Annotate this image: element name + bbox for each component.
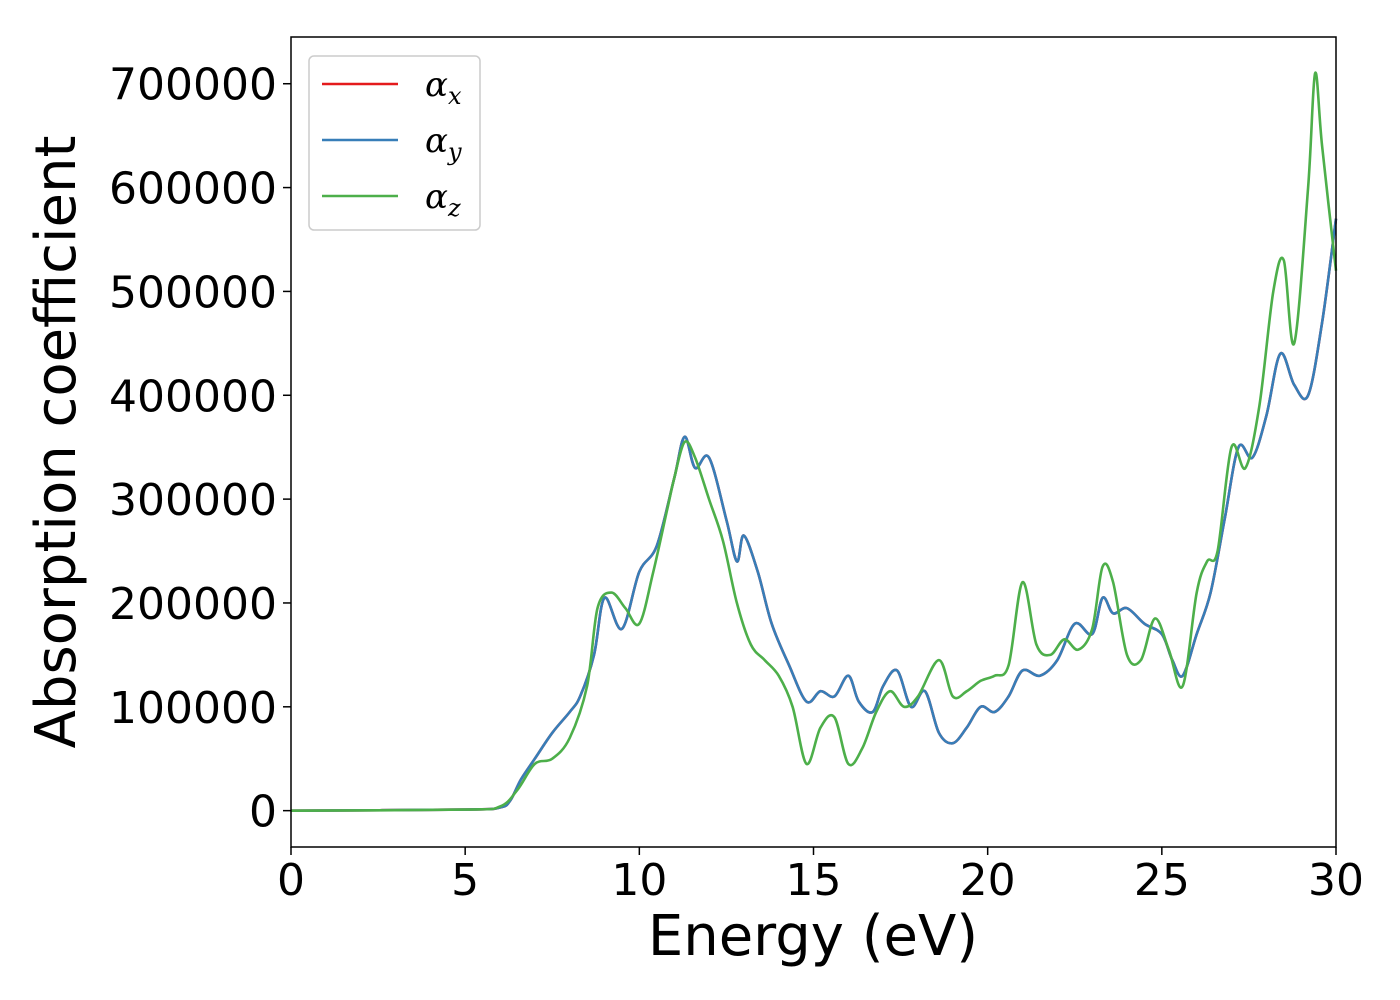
- x-tick-label: 0: [277, 855, 305, 906]
- legend-label-y: αy: [425, 121, 462, 166]
- x-tick-label: 15: [786, 855, 842, 906]
- legend: αx αy αz: [308, 55, 481, 231]
- x-tick-label: 5: [451, 855, 479, 906]
- y-tick-label: 500000: [109, 267, 277, 318]
- legend-label-x: αx: [425, 65, 462, 110]
- series-line-x: [290, 218, 1338, 812]
- plot-frame: [290, 36, 1337, 848]
- y-axis-ticks: 0 100000 200000 300000 400000 500000 600000 700…: [109, 60, 291, 838]
- x-axis-title: Energy (eV): [648, 904, 978, 969]
- x-tick-label: 20: [960, 855, 1016, 906]
- legend-label-z: αz: [425, 177, 461, 222]
- series-line-y: [290, 218, 1338, 812]
- x-tick-label: 10: [611, 855, 667, 906]
- y-tick-label: 700000: [109, 60, 277, 111]
- y-axis-title: Absorption coefficient: [24, 136, 89, 749]
- y-tick-label: 200000: [109, 579, 277, 630]
- y-tick-label: 300000: [109, 475, 277, 526]
- legend-box: [308, 55, 481, 231]
- y-tick-label: 0: [249, 787, 277, 838]
- y-tick-label: 100000: [109, 683, 277, 734]
- y-tick-label: 600000: [109, 164, 277, 215]
- series-line-z: [290, 71, 1338, 812]
- x-axis-ticks: 0 5 10 15 20 25 30: [277, 847, 1364, 906]
- series-layer: [290, 71, 1338, 812]
- x-tick-label: 25: [1134, 855, 1190, 906]
- y-tick-label: 400000: [109, 371, 277, 422]
- x-tick-label: 30: [1308, 855, 1364, 906]
